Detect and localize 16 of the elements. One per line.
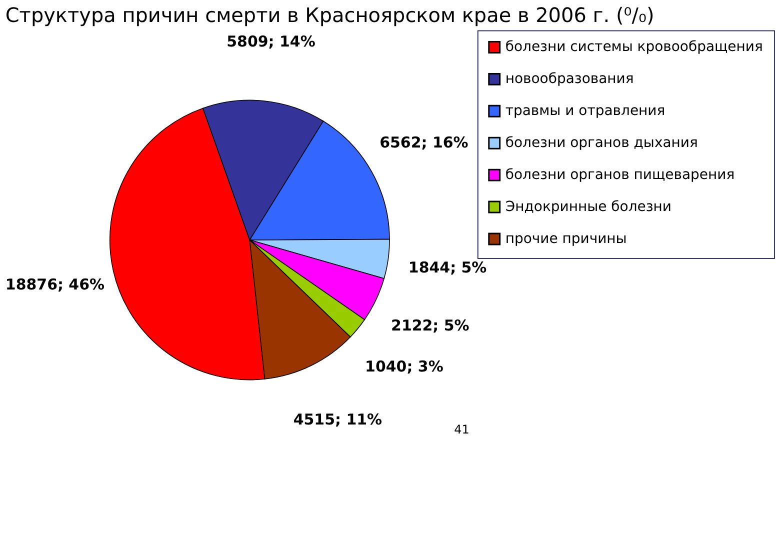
data-label: 6562; 16% (380, 133, 468, 152)
legend-label: травмы и отравления (505, 103, 666, 120)
chart-title: Структура причин смерти в Красноярском крае в 2006 г. (⁰/₀) (5, 2, 654, 27)
data-label: 18876; 46% (5, 275, 105, 294)
legend-label: новообразования (505, 71, 634, 88)
data-label: 5809; 14% (226, 32, 316, 50)
data-label: 2122; 5% (391, 316, 470, 335)
data-label: 4515; 11% (293, 410, 382, 428)
text: 41 (454, 422, 470, 437)
data-label: 1040; 3% (365, 358, 444, 376)
legend-label: болезни органов пищеварения (505, 167, 735, 184)
data-label: 1844; 5% (408, 258, 487, 276)
legend-label: Эндокринные болезни (505, 199, 672, 216)
legend-label: болезни системы кровообращения (505, 39, 763, 56)
legend-label: болезни органов дыхания (505, 135, 698, 152)
legend-label: прочие причины (505, 230, 627, 247)
